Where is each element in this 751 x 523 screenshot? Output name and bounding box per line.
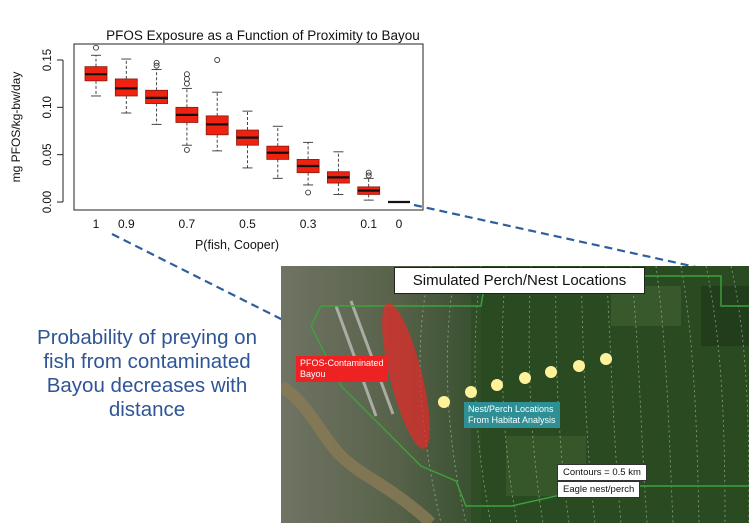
bayou-label: PFOS-Contaminated Bayou [296, 356, 388, 382]
box [114, 58, 138, 114]
nest-point [491, 379, 503, 391]
x-tick-label: 0.5 [239, 217, 256, 231]
x-axis-ticks: 1 0.9 0.7 0.5 0.3 0.1 0 [93, 217, 403, 231]
nest-point [600, 353, 612, 365]
box [296, 141, 320, 196]
caption-line: Probability of preying on [37, 326, 257, 349]
map-title: Simulated Perch/Nest Locations [394, 267, 645, 294]
contours-label: Contours = 0.5 km [557, 464, 647, 481]
y-axis-ticks: 0.00 0.05 0.10 0.15 [42, 49, 63, 213]
bayou-ellipse [382, 303, 430, 449]
x-tick-label: 0.7 [179, 217, 196, 231]
y-tick-label: 0.00 [42, 191, 54, 213]
y-tick-label: 0.10 [42, 96, 54, 118]
chart-title: PFOS Exposure as a Function of Proximity… [106, 28, 420, 43]
caption-line: fish from contaminated [43, 350, 251, 373]
x-tick-label: 0.9 [118, 217, 135, 231]
box-outlier [365, 172, 372, 179]
box [326, 151, 350, 195]
box [266, 125, 290, 179]
x-tick-label: 1 [93, 217, 100, 231]
x-tick-label: 0.1 [360, 217, 377, 231]
nest-label: Nest/Perch Locations From Habitat Analys… [464, 402, 560, 428]
bayou-label-line: PFOS-Contaminated [300, 358, 384, 368]
box-outlier [214, 57, 221, 63]
box [357, 169, 381, 201]
box [175, 71, 199, 153]
connector-line-right [413, 203, 706, 271]
nest-point [545, 366, 557, 378]
box [145, 59, 169, 125]
nest-point [519, 372, 531, 384]
nest-label-line: From Habitat Analysis [468, 415, 556, 425]
caption-text: Probability of preying on fish from cont… [22, 326, 272, 422]
bayou-label-line: Bayou [300, 369, 326, 379]
legend-label: Eagle nest/perch [557, 481, 641, 498]
box-outlier [93, 44, 99, 51]
box [205, 57, 229, 152]
box-outlier [183, 80, 190, 87]
box-series [84, 44, 410, 204]
box-outlier [183, 71, 190, 78]
box-outlier [153, 59, 160, 66]
box-outlier [183, 75, 190, 82]
box-outlier [305, 189, 312, 196]
box [236, 110, 259, 169]
y-tick-label: 0.05 [42, 143, 54, 165]
nest-points [438, 353, 612, 408]
connector-line-left [111, 233, 284, 321]
x-axis-label: P(fish, Cooper) [195, 238, 279, 252]
caption-line: distance [108, 398, 186, 421]
box-outlier [365, 169, 372, 176]
x-tick-label: 0.3 [300, 217, 317, 231]
box [84, 44, 108, 97]
map-graphic [281, 266, 749, 523]
y-tick-label: 0.15 [42, 49, 54, 71]
nest-point [438, 396, 450, 408]
plot-frame [73, 43, 424, 211]
nest-point [573, 360, 585, 372]
y-axis-label: mg PFOS/kg-bw/day [9, 72, 23, 183]
nest-point [465, 386, 477, 398]
caption-line: Bayou decreases with [46, 374, 248, 397]
x-tick-label: 0 [396, 217, 403, 231]
box-outlier [183, 146, 190, 153]
nest-label-line: Nest/Perch Locations [468, 404, 554, 414]
satellite-map [281, 266, 749, 523]
box-outlier [153, 62, 160, 69]
